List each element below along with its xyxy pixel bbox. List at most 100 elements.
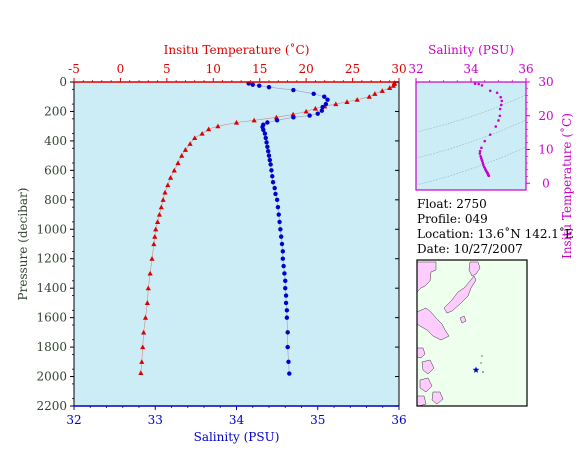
salinity-point [257,83,262,88]
temperature-point [187,141,193,146]
salinity-point [281,263,286,269]
temperature-point [144,300,150,305]
pressure-tick-label: 1200 [36,252,67,266]
ts-temperature-tick-label: 0 [542,176,550,190]
temperature-point [158,204,164,210]
temperature-point [162,189,168,195]
temperature-tick-label: 20 [299,62,314,76]
temperature-point [290,111,296,117]
pressure-tick-label: 200 [44,104,67,118]
salinity-point [320,104,325,110]
salinity-point [285,344,290,350]
salinity-point [283,293,289,298]
salinity-point [265,120,270,125]
temperature-point [175,160,181,166]
temperature-tick-label: 0 [117,62,125,76]
salinity-point [274,197,280,203]
pressure-tick-label: 1800 [36,340,67,354]
ts-point [488,133,492,136]
salinity-point [264,140,269,145]
ts-point [487,174,491,178]
salinity-tick-label: 33 [148,413,163,427]
map-frame [416,259,528,407]
pressure-tick-label: 1600 [36,311,67,325]
ts-point [500,99,504,103]
ts-salinity-tick-label: 36 [518,62,533,76]
temperature-point [142,315,149,320]
density-contour [415,94,527,133]
salinity-point [267,157,273,163]
ts-point [482,163,485,167]
salinity-point [319,108,325,113]
temperature-point [179,153,185,158]
temperature-tick-label: 5 [163,62,171,76]
salinity-point [250,82,255,87]
ts-point [478,152,482,155]
temperature-point [233,119,240,125]
temperature-point [312,105,319,111]
ts-salinity-tick-label: 32 [408,62,423,76]
ts-axis-ticks: 32 34 36 0 10 20 30 [408,62,553,190]
salinity-point [283,285,288,291]
temperature-point [344,99,350,104]
temperature-point [379,88,385,93]
salinity-point [262,131,268,136]
salinity-tick-label: 36 [391,413,406,427]
ts-temperature-axis-title: Insitu Temperature (˚C) [559,113,574,259]
salinity-point [269,168,274,173]
ts-point [499,95,503,99]
salinity-point [280,249,286,254]
salinity-point [278,234,284,239]
temperature-point [215,123,221,129]
density-contour [415,119,527,159]
ts-point [478,149,482,153]
ts-point [488,89,492,93]
temperature-point [167,175,174,180]
pressure-tick-label: 400 [44,134,67,148]
ts-series [473,82,504,178]
temperature-tick-label: -5 [68,62,80,76]
temperature-point [366,94,372,99]
float-line: Float: 2750 [417,197,487,211]
ts-point [495,91,499,95]
temperature-point [152,234,158,239]
temperature-point [147,270,153,276]
temperature-point [171,167,177,173]
profile-series [138,80,397,376]
float-location-star-icon [472,366,480,373]
pressure-axis-title: Pressure (decibar) [16,188,30,301]
ts-point [498,114,502,118]
salinity-point [277,219,282,225]
salinity-point [270,179,276,185]
temperature-point [303,108,309,114]
salinity-point [272,185,277,191]
salinity-point [285,330,290,335]
salinity-point [275,204,281,210]
salinity-point [276,212,281,217]
salinity-point [323,101,329,107]
ts-point [480,146,483,150]
salinity-point [268,162,273,167]
salinity-point [265,149,271,154]
ts-point [480,84,484,87]
temperature-point [182,147,189,152]
pressure-tick-label: 600 [44,163,67,177]
temperature-point [149,256,155,261]
map-small-islands [480,355,484,373]
salinity-point [284,308,290,313]
temperature-point [145,285,151,291]
salinity-point [284,315,290,320]
profile-chart: 0200400600800100012001400160018002000220… [16,42,407,444]
temperature-point [141,329,147,335]
salinity-point [261,127,266,133]
ts-temperature-tick-label: 30 [538,75,553,89]
salinity-point [266,84,272,90]
temperature-point [206,126,212,132]
salinity-point [279,241,285,247]
salinity-point [287,371,292,376]
salinity-point [311,91,316,96]
salinity-point [274,118,280,123]
pressure-tick-label: 0 [59,75,67,89]
salinity-point [307,113,312,118]
ts-diagram: 32 34 36 0 10 20 30 Salinity (PSU) Insitu Temp… [408,43,574,259]
